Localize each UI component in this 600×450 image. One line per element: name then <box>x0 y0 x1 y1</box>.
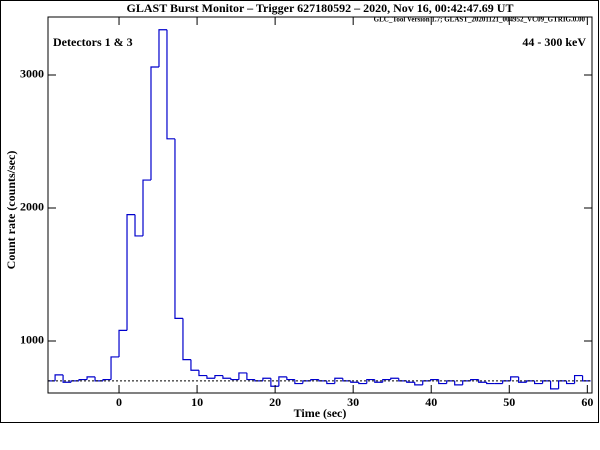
bin-step <box>486 382 495 385</box>
bin-step <box>581 375 591 382</box>
bin-step <box>542 380 551 384</box>
bin-step <box>573 374 583 384</box>
bin-step <box>366 378 375 384</box>
bin-step <box>326 380 335 385</box>
bin-step <box>438 379 447 385</box>
bin-step <box>294 379 303 385</box>
y-tick-label: 1000 <box>20 333 44 347</box>
x-tick-label: 60 <box>581 395 593 409</box>
bin-step <box>102 378 112 381</box>
plot-border <box>47 16 593 394</box>
bin-step <box>222 375 231 379</box>
bin-step <box>166 29 175 140</box>
bin-step <box>174 138 183 319</box>
bin-step <box>390 377 399 380</box>
x-tick-label: 10 <box>191 395 203 409</box>
y-axis-label: Count rate (counts/sec) <box>4 151 18 270</box>
bin-step <box>278 376 287 387</box>
subtitle: GLC_Tool Version 1.7; GLAST_20201121_004… <box>374 16 586 24</box>
bin-step <box>478 379 487 383</box>
bin-step <box>78 378 88 381</box>
bin-step <box>350 380 359 383</box>
bin-step <box>414 382 423 386</box>
x-tick-label: 50 <box>503 395 515 409</box>
bin-step <box>270 378 279 387</box>
bin-step <box>470 378 479 381</box>
frame <box>0 0 599 423</box>
bin-step <box>374 379 383 383</box>
bin-step <box>206 375 215 379</box>
bin-step <box>550 380 559 390</box>
bin-step <box>86 376 96 380</box>
bin-step <box>310 378 319 381</box>
x-tick-label: 20 <box>269 395 281 409</box>
bin-step <box>565 380 575 385</box>
bin-step <box>382 378 391 383</box>
bin-step <box>557 380 567 389</box>
bin-step <box>502 380 511 384</box>
bin-step <box>454 380 463 386</box>
bin-step <box>286 376 295 381</box>
bin-step <box>118 329 128 357</box>
bin-step <box>238 372 247 380</box>
bin-step <box>406 380 415 383</box>
x-tick-label: 0 <box>116 395 122 409</box>
bin-step <box>534 380 543 385</box>
bin-step <box>142 179 151 236</box>
y-tick-label: 3000 <box>20 67 44 81</box>
x-tick-label: 40 <box>425 395 437 409</box>
bin-step <box>214 374 223 379</box>
bin-step <box>518 376 527 383</box>
bin-step <box>334 377 343 384</box>
bin-step <box>430 378 439 381</box>
bin-step <box>262 377 271 381</box>
bin-step <box>134 214 144 237</box>
bin-step <box>230 378 239 381</box>
bin-step <box>182 318 191 361</box>
annotation: Detectors 1 & 3 <box>53 35 133 49</box>
bin-step <box>246 372 255 381</box>
histogram <box>48 29 591 390</box>
bin-step <box>198 370 207 377</box>
chart-title: GLAST Burst Monitor – Trigger 627180592 … <box>127 1 514 15</box>
bin-step <box>358 382 367 385</box>
bin-step <box>510 376 519 381</box>
bin-step <box>158 29 167 68</box>
bin-step <box>62 374 72 383</box>
bin-step <box>126 214 136 331</box>
annotation: 44 - 300 keV <box>522 35 586 49</box>
y-tick-label: 2000 <box>20 200 44 214</box>
x-axis-label: Time (sec) <box>294 406 347 420</box>
bin-step <box>54 374 64 381</box>
bin-step <box>110 356 120 380</box>
x-tick-label: 30 <box>347 395 359 409</box>
bin-step <box>526 380 535 383</box>
bin-step <box>150 66 159 181</box>
bin-step <box>190 359 199 371</box>
